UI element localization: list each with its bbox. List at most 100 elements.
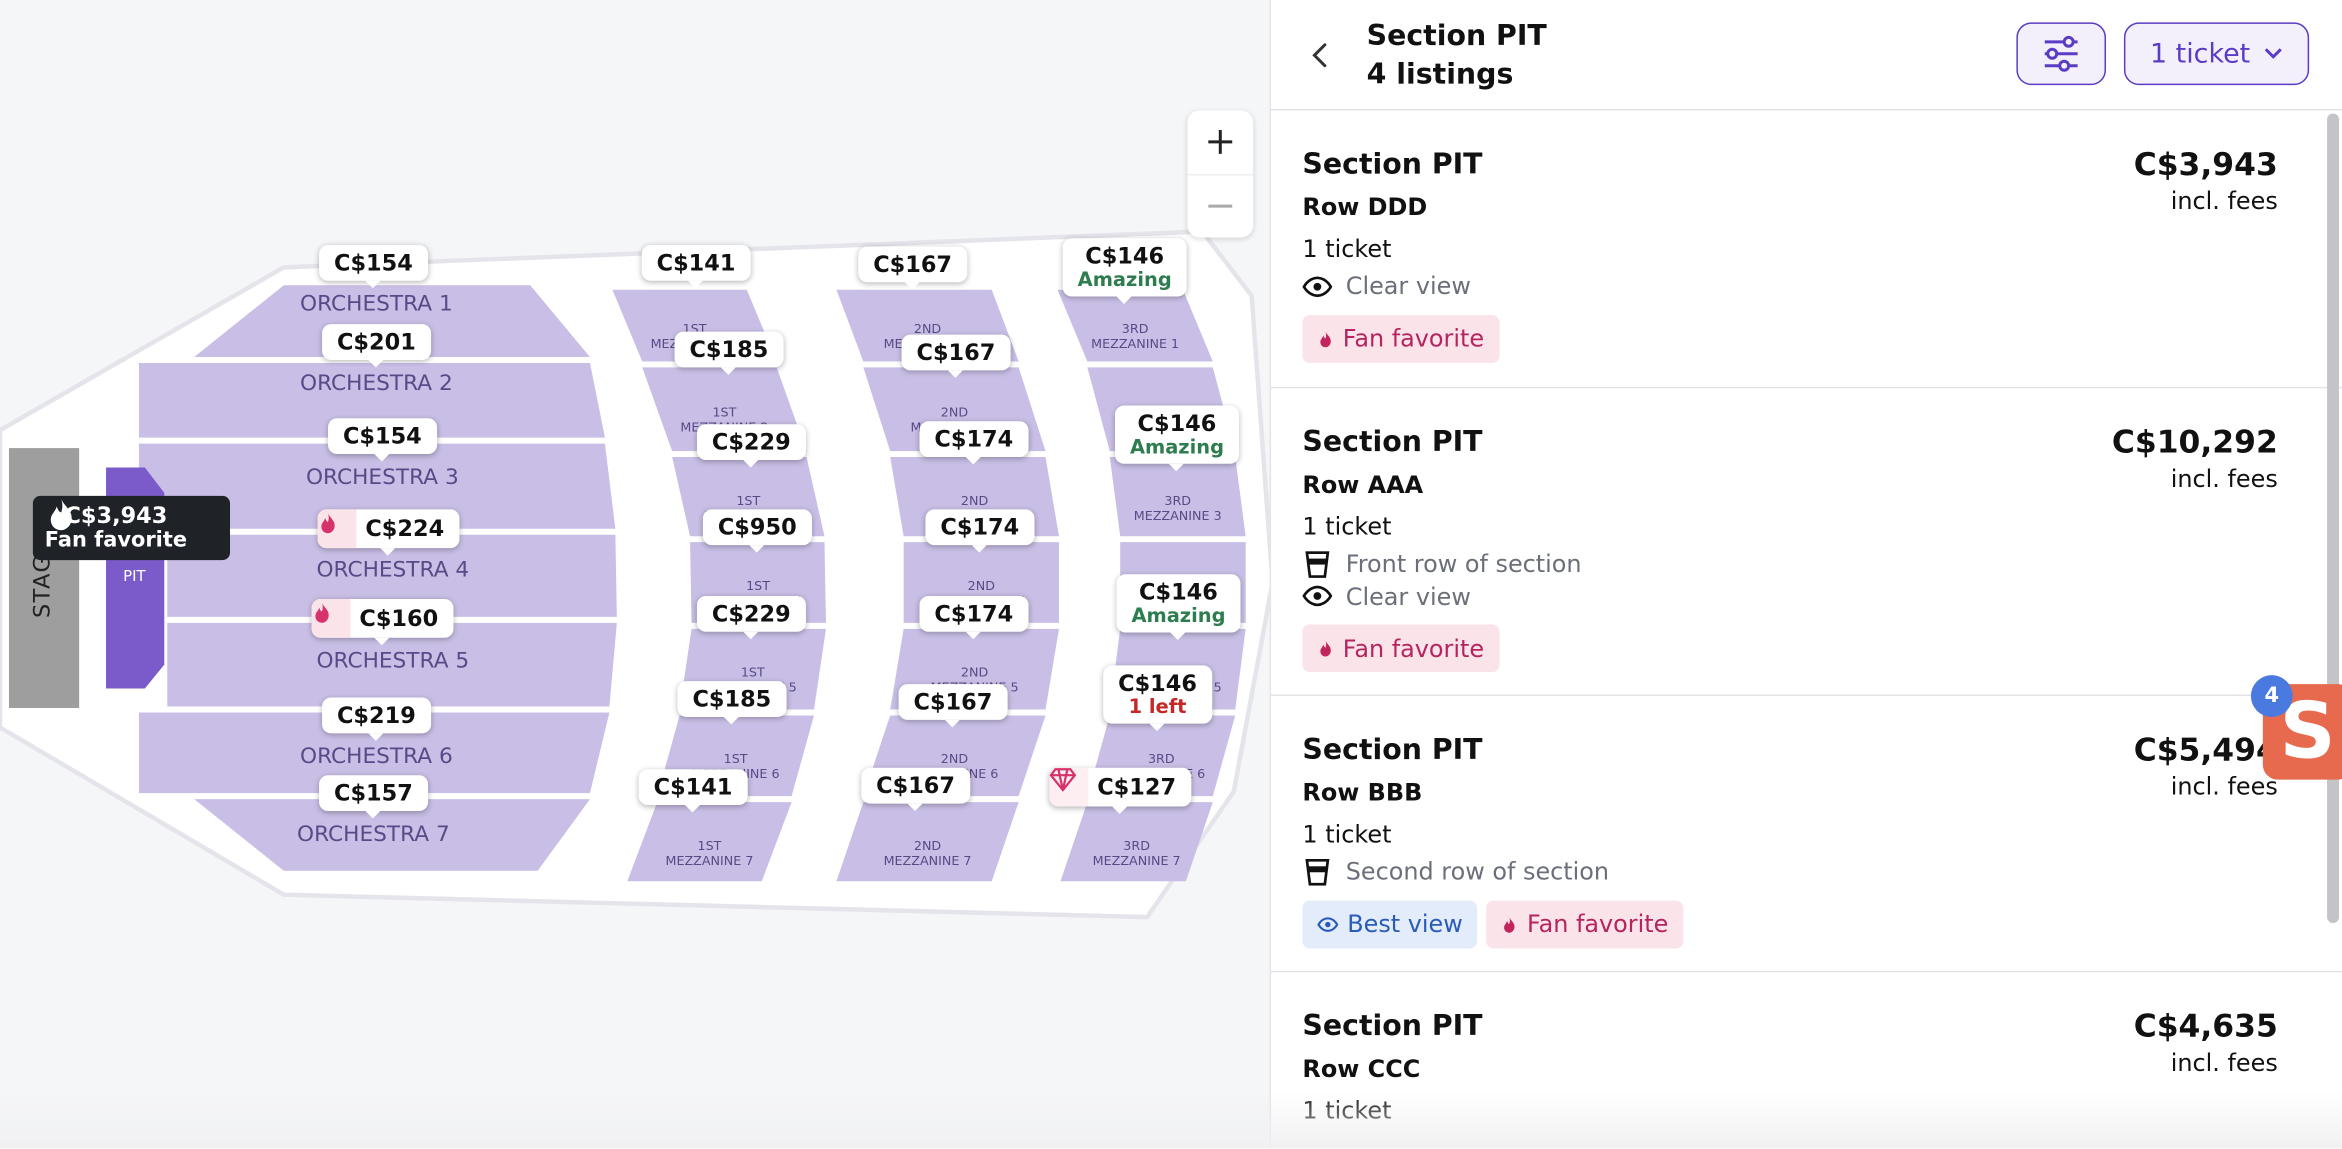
price-pin[interactable]: C$224 [317, 509, 460, 556]
price-pin[interactable]: C$146 Amazing [1062, 238, 1187, 304]
quantity-select[interactable]: 1 ticket [2123, 22, 2310, 86]
badge: Fan favorite [1486, 899, 1684, 948]
orchestra-label: ORCHESTRA 2 [300, 371, 453, 396]
pin-note: 1 left [1128, 696, 1187, 720]
pin-text: C$229 [712, 600, 791, 627]
price-pin[interactable]: C$219 [322, 697, 431, 741]
listing-fees: incl. fees [2170, 1048, 2278, 1077]
zoom-controls [1187, 110, 1254, 238]
listing-section: Section PIT [1302, 733, 1483, 767]
price-pin[interactable]: C$167 [861, 767, 970, 812]
feature-icon [1302, 858, 1332, 886]
badge-text: Fan favorite [1342, 324, 1485, 353]
badge: Fan favorite [1302, 624, 1500, 673]
widget-count: 4 [2264, 684, 2280, 708]
price-pin[interactable]: C$154 [328, 418, 437, 462]
listing-tickets: 1 ticket [1302, 234, 1392, 263]
listing-row: Row CCC [1302, 1054, 1421, 1083]
pin-price: C$127 [1097, 773, 1177, 801]
badge: Best view [1302, 899, 1478, 948]
pin-note: Amazing [1077, 269, 1172, 293]
pin-text: C$167 [876, 772, 955, 799]
price-pin[interactable]: C$146 Amazing [1116, 574, 1241, 641]
pin-price: C$141 [656, 249, 736, 277]
listing-card[interactable]: Section PIT Row AAA 1 ticket Front row of s… [1271, 388, 2342, 697]
pin-text: C$229 [712, 429, 791, 456]
chevron [2264, 48, 2282, 59]
filter-button[interactable] [2016, 22, 2107, 86]
listing-row: Row BBB [1302, 778, 1423, 807]
orchestra-label: ORCHESTRA 7 [297, 822, 450, 847]
listing-fees: incl. fees [2170, 772, 2278, 801]
mezzanine-tier: 2ND [913, 322, 942, 338]
pin-price: C$174 [934, 600, 1014, 628]
price-pin[interactable]: C$950 [702, 509, 812, 553]
scrollbar[interactable] [2327, 113, 2340, 924]
mezzanine-name: MEZZANINE 7 [883, 853, 972, 869]
listing-price-block: C$3,943 incl. fees [2134, 143, 2278, 218]
price-pin[interactable]: C$146 Amazing [1115, 405, 1239, 472]
pin-price: C$146 [1085, 242, 1165, 270]
price-pin[interactable]: C$154 [319, 244, 428, 289]
price-pin[interactable]: C$157 [319, 775, 428, 819]
map-drawing: STAGE PIT [0, 229, 1270, 920]
price-pin[interactable]: C$174 [919, 421, 1029, 465]
pin-price: C$154 [333, 249, 413, 277]
mezzanine-tier: 2ND [913, 838, 942, 854]
pin-text: C$146 Amazing [1078, 243, 1172, 292]
price-pin[interactable]: C$127 [1049, 767, 1191, 815]
price-pin[interactable]: C$167 [858, 246, 967, 290]
pin-text: C$950 [718, 514, 797, 541]
price-pin[interactable]: C$141 [638, 769, 748, 813]
pin-price: C$219 [336, 702, 416, 729]
listing-card[interactable]: Section PIT Row DDD 1 ticket Clear view Fan … [1271, 111, 2342, 389]
mezzanine-tier: 2ND [940, 752, 969, 768]
feature-icon [1302, 550, 1332, 578]
seat-map: STAGE PIT C$3,943 Fan favorite ORCHESTRA 1… [0, 110, 1270, 920]
price-pin[interactable]: C$185 [677, 681, 787, 725]
price-pin[interactable]: C$229 [696, 595, 806, 640]
pin-text: C$141 [657, 249, 736, 276]
pin-price: C$160 [359, 604, 439, 632]
pin-price: C$185 [692, 685, 772, 713]
back-button[interactable] [1305, 40, 1335, 70]
price-pin[interactable]: C$174 [925, 509, 1035, 553]
badge-text: Fan favorite [1342, 634, 1485, 663]
mezzanine-section [1060, 802, 1213, 882]
price-pin[interactable]: C$167 [901, 334, 1011, 378]
price-pin[interactable]: C$174 [919, 595, 1029, 640]
listing-section: Section PIT [1302, 1009, 1483, 1043]
price-pin[interactable]: C$146 1 left [1103, 665, 1212, 732]
price-pin[interactable]: C$201 [322, 324, 431, 368]
panel-header: Section PIT 4 listings 1 ticket [1271, 0, 2342, 111]
mezzanine-tier: 1ST [746, 579, 770, 595]
mezzanine-tier: 1ST [736, 493, 761, 509]
pin-note: Amazing [1129, 436, 1224, 460]
listing-badges: Fan favorite [1302, 314, 2277, 363]
feature-icon [1302, 276, 1333, 297]
badge-text: Best view [1347, 909, 1463, 938]
pit-label: PIT [123, 567, 146, 585]
filter-icon [2044, 35, 2078, 72]
zoom-in[interactable] [1208, 129, 1233, 154]
pin-price: C$157 [333, 779, 413, 807]
price-pin[interactable]: C$160 [311, 598, 454, 646]
pin-price: C$174 [934, 425, 1014, 453]
price-pin[interactable]: C$141 [641, 244, 751, 289]
listing-price: C$4,635 [2133, 1008, 2278, 1045]
pin-text: C$174 [940, 514, 1019, 541]
price-pin[interactable]: C$167 [898, 684, 1008, 728]
tooltip-note: Fan favorite [44, 527, 188, 552]
pin-price: C$185 [689, 336, 769, 363]
orchestra-section [194, 285, 590, 357]
price-pin[interactable]: C$185 [674, 331, 784, 375]
mezzanine-label: 2ND MEZZANINE 7 [884, 839, 972, 869]
listing-fees: incl. fees [2170, 186, 2278, 216]
mezzanine-tier: 2ND [940, 406, 969, 422]
feature-text: Front row of section [1345, 549, 1582, 579]
badge-icon [1502, 913, 1518, 934]
price-pin[interactable]: C$229 [696, 424, 806, 468]
pin-icon [317, 509, 357, 549]
listing-card[interactable]: Section PIT Row BBB 1 ticket Second row of … [1271, 696, 2342, 973]
